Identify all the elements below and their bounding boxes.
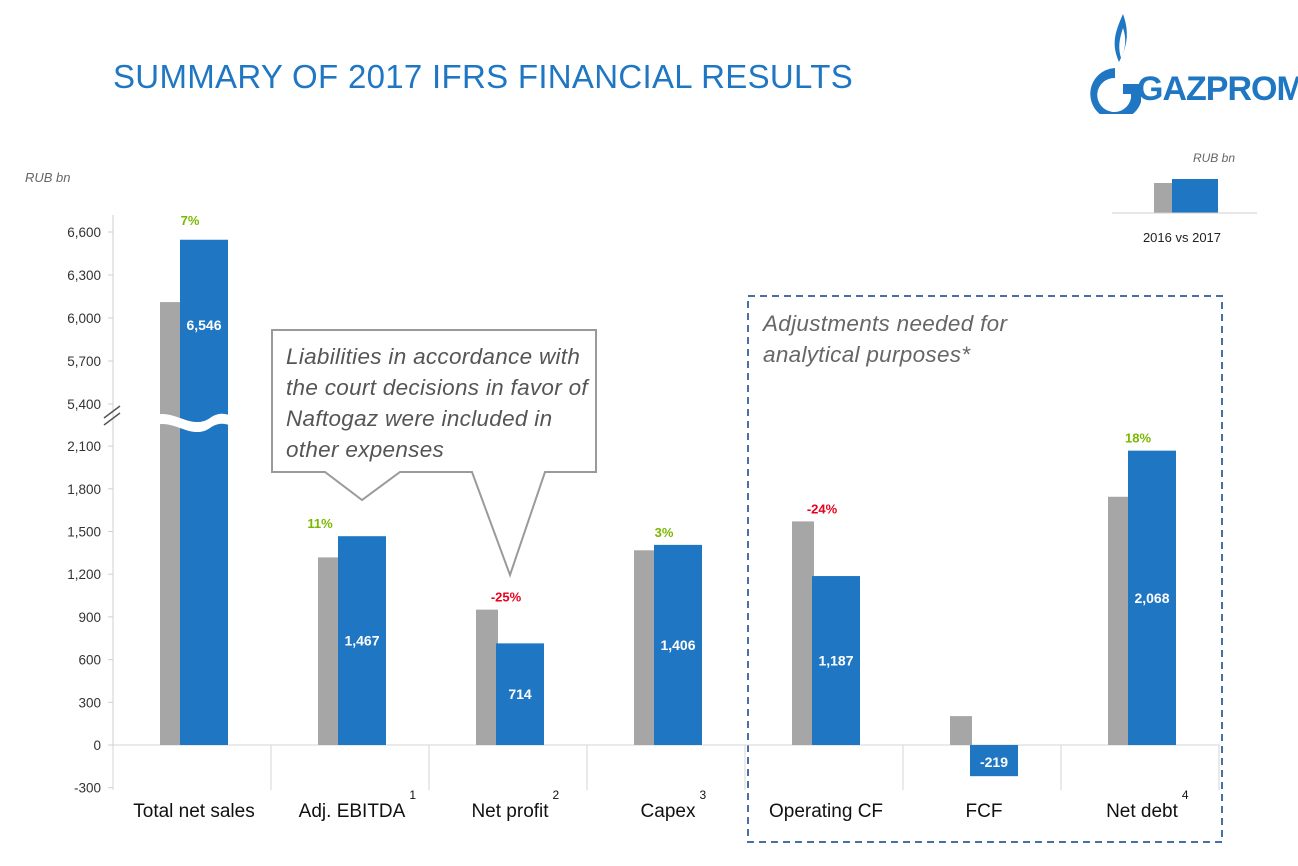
- y-tick-label: 5,700: [67, 354, 101, 369]
- bar-value-label: -219: [980, 754, 1008, 770]
- change-label: 18%: [1125, 431, 1151, 446]
- category-footnote: 2: [553, 788, 560, 802]
- gazprom-logo-text: GAZPROM: [1137, 70, 1298, 108]
- legend-unit-label: RUB bn: [1192, 151, 1235, 165]
- y-tick-label: 1,800: [67, 482, 101, 497]
- bar-2017: [970, 745, 1018, 777]
- bar-2016: [476, 609, 498, 745]
- y-tick-label: 6,300: [67, 268, 101, 283]
- category-footnote: 3: [699, 788, 706, 802]
- legend-swatch: [1112, 179, 1257, 214]
- change-label: -25%: [491, 590, 522, 605]
- bar-2016: [318, 557, 340, 745]
- bar-value-label: 1,187: [818, 653, 853, 669]
- y-tick-label: 0: [93, 738, 101, 753]
- category-footnote: 4: [1182, 788, 1189, 802]
- category-label: FCF: [966, 801, 1003, 822]
- change-label: 11%: [307, 516, 333, 531]
- category-label: Net profit: [471, 801, 549, 822]
- page-title: SUMMARY OF 2017 IFRS FINANCIAL RESULTS: [113, 58, 854, 95]
- y-tick-label: 300: [78, 695, 101, 710]
- change-label: 7%: [181, 213, 200, 228]
- y-tick-label: 1,200: [67, 567, 101, 582]
- y-tick-label: 6,600: [67, 225, 101, 240]
- y-tick-label: 5,400: [67, 397, 101, 412]
- category-label: Capex: [641, 801, 696, 822]
- change-label: 3%: [655, 525, 674, 540]
- legend-swatch-2017: [1172, 179, 1218, 213]
- legend-swatch-2016: [1154, 183, 1174, 213]
- category-label: Adj. EBITDA: [299, 801, 406, 822]
- bar-value-label: 1,467: [344, 633, 379, 649]
- callout-text: Liabilities in accordance with the court…: [286, 344, 588, 462]
- bar-2017: [496, 643, 544, 745]
- bar-value-label: 714: [508, 686, 532, 702]
- y-tick-label: -300: [74, 781, 101, 796]
- bar-2016: [634, 550, 656, 745]
- bar-2016: [160, 302, 182, 745]
- axis-break-wave: [150, 413, 236, 433]
- y-tick-label: 6,000: [67, 311, 101, 326]
- bar-value-label: 1,406: [660, 637, 695, 653]
- category-label: Total net sales: [133, 801, 254, 822]
- unit-label: RUB bn: [25, 170, 71, 185]
- change-label: -24%: [807, 501, 838, 516]
- category-footnote: 1: [409, 788, 416, 802]
- bar-2017: [654, 544, 702, 745]
- y-tick-label: 900: [78, 610, 101, 625]
- legend-label: 2016 vs 2017: [1142, 230, 1222, 245]
- y-tick-label: 2,100: [67, 439, 101, 454]
- y-tick-label: 1,500: [67, 525, 101, 540]
- bar-2017: [812, 576, 860, 745]
- adjustments-box: [747, 295, 1223, 843]
- callout-bubble: [271, 329, 597, 578]
- category-label: Operating CF: [769, 801, 883, 822]
- gazprom-logo: GAZPROM: [1075, 10, 1298, 120]
- bar-value-label: 6,546: [186, 317, 221, 333]
- bar-2017: [338, 536, 386, 745]
- bar-2017: [180, 239, 228, 746]
- adjustments-text: Adjustments needed for analytical purpos…: [763, 311, 1008, 367]
- bar-2016: [792, 521, 814, 745]
- category-label: Net debt: [1106, 801, 1179, 822]
- axis-break-mark: [103, 405, 121, 426]
- y-tick-label: 600: [78, 653, 101, 668]
- gazprom-flame-icon: [1090, 14, 1141, 120]
- bar-2016: [950, 716, 972, 745]
- legend: RUB bn 2016 vs 2017: [1112, 148, 1257, 248]
- bar-2017: [1128, 450, 1176, 745]
- bar-2016: [1108, 496, 1130, 745]
- bar-value-label: 2,068: [1134, 590, 1169, 606]
